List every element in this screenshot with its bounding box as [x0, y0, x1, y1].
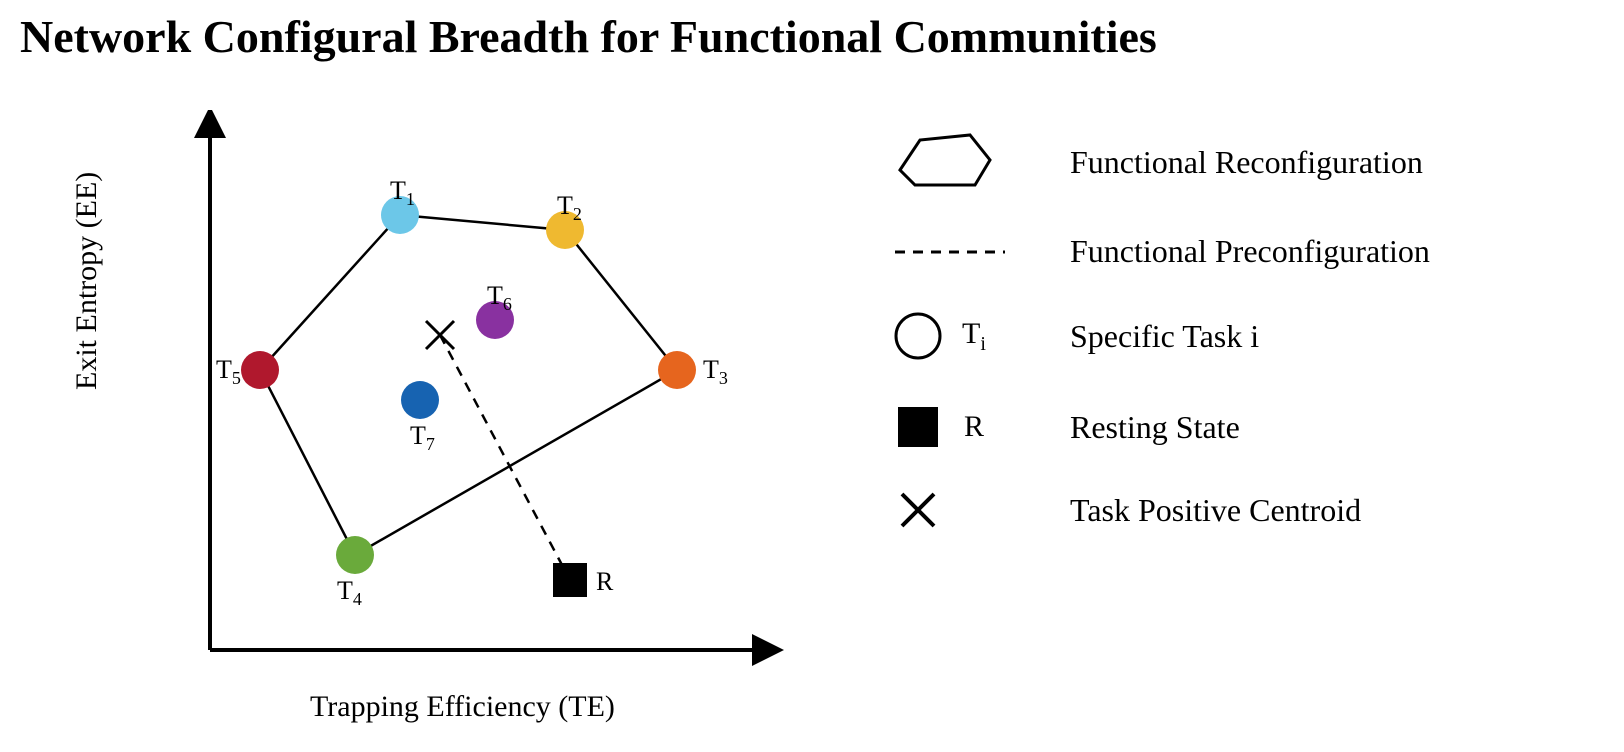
dashed-line-icon — [890, 237, 1070, 267]
svg-text:T6: T6 — [487, 281, 512, 314]
svg-text:T5: T5 — [216, 355, 241, 388]
figure-container: Network Configural Breadth for Functiona… — [0, 0, 1624, 752]
y-axis-label: Exit Entropy (EE) — [70, 172, 104, 390]
legend-row-preconfiguration: Functional Preconfiguration — [890, 233, 1590, 270]
legend-centroid-label: Task Positive Centroid — [1070, 492, 1361, 529]
svg-text:T1: T1 — [390, 176, 415, 209]
legend: Functional Reconfiguration Functional Pr… — [890, 130, 1590, 568]
chart-svg: T1 T2 T3 T4 T5 T6 T7 R — [120, 110, 840, 730]
svg-text:T2: T2 — [557, 191, 582, 224]
hull-icon — [890, 130, 1070, 195]
circle-icon: Ti — [890, 308, 1070, 364]
r-symbol: R — [964, 410, 984, 444]
figure-title: Network Configural Breadth for Functiona… — [20, 10, 1157, 63]
svg-text:R: R — [596, 567, 614, 596]
legend-resting-label: Resting State — [1070, 409, 1240, 446]
legend-row-reconfiguration: Functional Reconfiguration — [890, 130, 1590, 195]
legend-row-centroid: Task Positive Centroid — [890, 490, 1590, 530]
svg-text:T7: T7 — [410, 421, 435, 454]
legend-row-task: Ti Specific Task i — [890, 308, 1590, 364]
ti-symbol: Ti — [962, 317, 986, 356]
legend-row-resting: R Resting State — [890, 402, 1590, 452]
square-icon: R — [890, 402, 1070, 452]
svg-text:T3: T3 — [703, 355, 728, 388]
legend-preconfig-label: Functional Preconfiguration — [1070, 233, 1430, 270]
legend-task-label: Specific Task i — [1070, 318, 1259, 355]
chart-area: Exit Entropy (EE) Trapping Efficiency (T… — [80, 110, 800, 730]
x-icon — [890, 490, 1070, 530]
legend-reconfig-label: Functional Reconfiguration — [1070, 144, 1423, 181]
svg-text:T4: T4 — [337, 576, 362, 609]
